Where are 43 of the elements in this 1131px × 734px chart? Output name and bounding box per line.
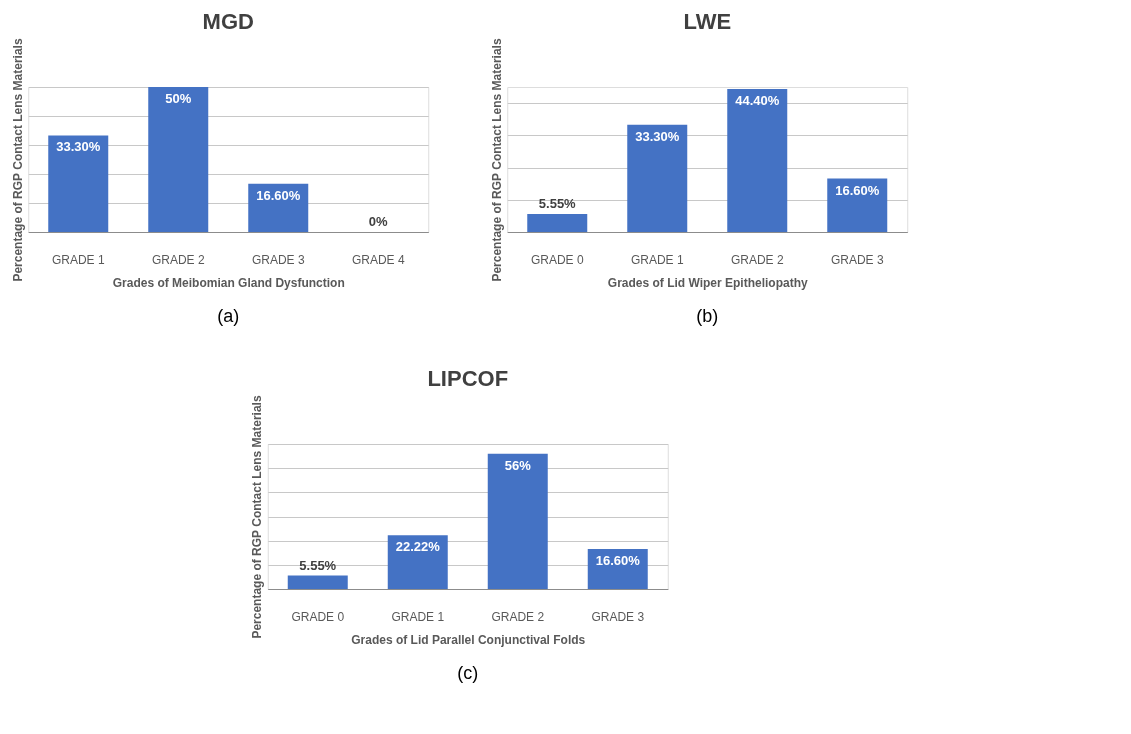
x-tick-label: GRADE 1 [630,252,684,267]
y-axis-title: Percentage of RGP Contact Lens Materials [489,38,504,282]
data-label: 33.30% [635,128,680,144]
x-tick-label: GRADE 2 [151,252,205,267]
x-tick-label: GRADE 2 [730,252,784,267]
data-label: 50% [165,91,192,106]
x-tick-label: GRADE 1 [391,609,445,624]
data-label: 0% [368,214,389,229]
bar [827,178,888,232]
data-label: 22.22% [395,539,441,555]
x-tick-label: GRADE 0 [530,252,584,267]
x-axis-title: Grades of Meibomian Gland Dysfunction [112,275,345,290]
data-label: 44.40% [735,92,780,108]
y-axis-title: Percentage of RGP Contact Lens Materials [10,38,25,282]
x-axis-title: Grades of Lid Wiper Epitheliopathy [607,275,809,290]
data-label: 5.55% [538,196,577,212]
data-label: 16.60% [595,552,641,568]
y-axis-title: Percentage of RGP Contact Lens Materials [250,395,265,639]
x-tick-label: GRADE 3 [591,609,645,624]
x-axis-title: Grades of Lid Parallel Conjunctival Folds [351,632,586,647]
x-tick-label: GRADE 0 [291,609,345,624]
bar [387,535,448,589]
x-tick-label: GRADE 1 [51,252,105,267]
x-tick-label: GRADE 3 [251,252,305,267]
data-label: 33.30% [56,139,101,155]
data-label: 5.55% [299,557,337,573]
text: (a) [217,306,240,326]
bar [727,88,788,232]
chart-title: LWE [683,8,732,34]
chart-title: MGD [202,8,254,34]
data-label: 56% [504,457,532,473]
x-tick-label: GRADE 4 [351,252,405,267]
data-label: 16.60% [835,182,880,198]
bar [487,453,548,589]
bar [287,575,348,589]
x-tick-label: GRADE 3 [830,252,884,267]
x-tick-label: GRADE 2 [491,609,545,624]
bar [527,214,588,232]
chart-title: LIPCOF [427,365,509,391]
text: (c) [457,663,479,683]
text: (b) [696,306,719,326]
data-label: 16.60% [256,187,301,203]
bar [627,124,688,232]
